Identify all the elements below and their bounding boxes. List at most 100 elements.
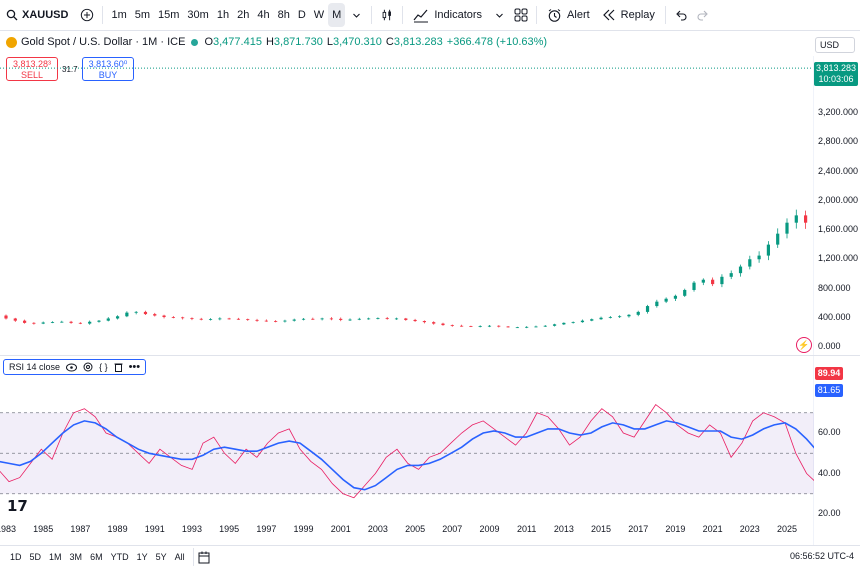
- toolbar-divider: [536, 6, 538, 24]
- range-5d[interactable]: 5D: [29, 552, 42, 562]
- interval-5m[interactable]: 5m: [134, 9, 151, 21]
- calendar-icon[interactable]: [198, 551, 211, 564]
- price-chart[interactable]: [0, 56, 814, 354]
- interval-dropdown-button[interactable]: [345, 3, 367, 27]
- candle: [348, 318, 352, 322]
- symbol-title[interactable]: Gold Spot / U.S. Dollar · 1M · ICE: [21, 36, 186, 48]
- candle: [13, 317, 17, 322]
- chart-type-button[interactable]: [376, 3, 398, 27]
- candle: [292, 318, 296, 322]
- candles-icon: [382, 9, 392, 21]
- redo-icon: [697, 10, 708, 21]
- candle: [618, 315, 622, 318]
- interval-1m[interactable]: 1m: [111, 9, 127, 21]
- candle: [794, 209, 798, 229]
- compare-symbol-button[interactable]: [76, 3, 98, 27]
- eye-icon[interactable]: [66, 363, 78, 372]
- candle: [459, 324, 464, 327]
- interval-15m[interactable]: 15m: [158, 9, 180, 21]
- time-axis-label: 2017: [628, 524, 649, 534]
- candle: [432, 321, 436, 325]
- time-axis-label: 1983: [0, 524, 17, 534]
- time-axis[interactable]: 1983 1985 1987 1989 1991 1993 1995 1997 1999 2001…: [0, 524, 815, 540]
- range-ytd[interactable]: YTD: [110, 552, 129, 562]
- sell-button[interactable]: 3,813.28³ SELL: [6, 57, 58, 81]
- redo-button[interactable]: [692, 3, 714, 27]
- price-axis-divider: [813, 56, 814, 545]
- candle: [88, 320, 92, 325]
- range-all[interactable]: All: [174, 552, 185, 562]
- range-1m[interactable]: 1M: [49, 552, 62, 562]
- plus-circle-icon: [81, 8, 94, 22]
- candle: [78, 322, 82, 325]
- candle: [534, 325, 538, 328]
- range-6m[interactable]: 6M: [90, 552, 103, 562]
- currency-select[interactable]: USD: [815, 37, 855, 53]
- rsi-value-tag: 89.94: [815, 367, 843, 380]
- last-price: 3,813.283: [815, 63, 857, 73]
- candle: [664, 297, 668, 304]
- buy-button[interactable]: 3,813.60⁰ BUY: [82, 57, 134, 81]
- candle: [357, 317, 361, 321]
- source-code-icon[interactable]: { }: [99, 362, 108, 372]
- alert-button[interactable]: Alert: [541, 3, 596, 27]
- candle: [134, 311, 138, 315]
- replay-button[interactable]: Replay: [596, 3, 661, 27]
- interval-2h[interactable]: 2h: [237, 9, 250, 21]
- layouts-button[interactable]: [510, 3, 532, 27]
- interval-1h[interactable]: 1h: [216, 9, 230, 21]
- candle: [32, 322, 36, 325]
- candle: [162, 314, 166, 319]
- interval-m[interactable]: M: [328, 3, 346, 27]
- more-icon[interactable]: •••: [128, 361, 141, 373]
- candle: [441, 322, 445, 326]
- interval-8h[interactable]: 8h: [277, 9, 290, 21]
- range-5y[interactable]: 5Y: [155, 552, 167, 562]
- ohlc-high: H3,871.730: [265, 36, 323, 48]
- candle: [413, 318, 417, 322]
- candle: [506, 326, 510, 328]
- indicators-button[interactable]: Indicators: [407, 3, 488, 27]
- candle: [208, 318, 213, 321]
- time-axis-label: 1997: [256, 524, 277, 534]
- chevron-down-icon: [495, 13, 503, 18]
- rsi-chart[interactable]: [0, 356, 814, 522]
- price-axis-label: 3,200.000: [818, 107, 859, 117]
- last-price-tag: 3,813.283 10:03:06: [814, 62, 858, 86]
- range-3m[interactable]: 3M: [69, 552, 83, 562]
- pane-divider[interactable]: [0, 355, 860, 356]
- alarm-clock-icon: [548, 8, 561, 22]
- chevron-down-icon: [352, 13, 360, 18]
- range-group: 1D 5D 1M 3M 6M YTD 1Y 5Y All: [6, 552, 189, 562]
- clock[interactable]: 06:56:52 UTC-4: [789, 551, 854, 561]
- ohlc-open: O3,477.415: [204, 36, 262, 48]
- range-1y[interactable]: 1Y: [136, 552, 148, 562]
- interval-w[interactable]: W: [313, 9, 325, 21]
- symbol-legend: Gold Spot / U.S. Dollar · 1M · ICE O3,47…: [6, 36, 547, 48]
- time-axis-label: 2025: [776, 524, 798, 534]
- price-axis-label: 400.000: [818, 311, 851, 322]
- lightning-icon[interactable]: ⚡: [796, 337, 812, 353]
- rsi-legend[interactable]: RSI 14 close { } •••: [3, 359, 147, 375]
- trash-icon[interactable]: [114, 362, 123, 372]
- symbol-search[interactable]: XAUUSD: [0, 0, 76, 30]
- toolbar-divider: [402, 6, 404, 24]
- settings-icon[interactable]: [83, 362, 93, 372]
- time-axis-label: 2003: [367, 524, 388, 534]
- interval-d[interactable]: D: [297, 9, 306, 21]
- interval-4h[interactable]: 4h: [257, 9, 270, 21]
- toolbar-divider: [371, 6, 373, 24]
- time-axis-label: 2021: [702, 524, 723, 534]
- time-axis-label: 2011: [516, 524, 537, 534]
- candle: [339, 317, 343, 322]
- candle: [757, 251, 761, 263]
- indicators-dropdown-button[interactable]: [488, 3, 510, 27]
- range-1d[interactable]: 1D: [10, 552, 22, 562]
- interval-group: 1m 5m 15m 30m 1h 2h 4h 8h D W M: [107, 3, 346, 27]
- tradingview-logo-icon[interactable]: 17: [7, 497, 28, 515]
- bottom-toolbar: 1D 5D 1M 3M 6M YTD 1Y 5Y All: [0, 545, 860, 568]
- undo-button[interactable]: [670, 3, 692, 27]
- interval-30m[interactable]: 30m: [187, 9, 209, 21]
- replay-label: Replay: [620, 9, 655, 21]
- candle: [320, 317, 324, 321]
